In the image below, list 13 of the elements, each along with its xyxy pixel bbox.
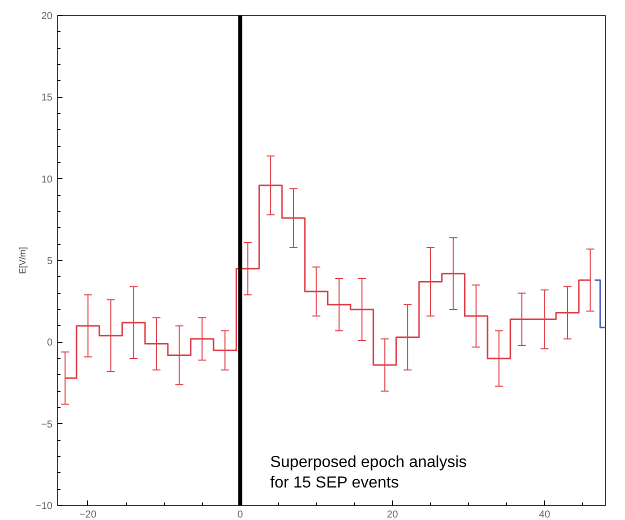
x-tick-label: 0 (237, 510, 244, 520)
x-tick-label: −20 (79, 510, 97, 520)
y-tick-label: 10 (41, 174, 53, 186)
y-tick-label: 20 (41, 11, 53, 22)
y-tick-label: −10 (36, 501, 53, 512)
y-axis-title: E[V/m] (18, 246, 28, 274)
x-tick-label: 20 (386, 510, 398, 520)
y-tick-label: 15 (41, 92, 53, 104)
y-tick-label: 0 (46, 338, 53, 349)
x-tick-label: 40 (539, 510, 551, 520)
annotation: Superposed epoch analysis for 15 SEP events (270, 454, 467, 492)
y-tick-label: 5 (46, 256, 53, 267)
y-tick-label: −5 (41, 419, 53, 430)
